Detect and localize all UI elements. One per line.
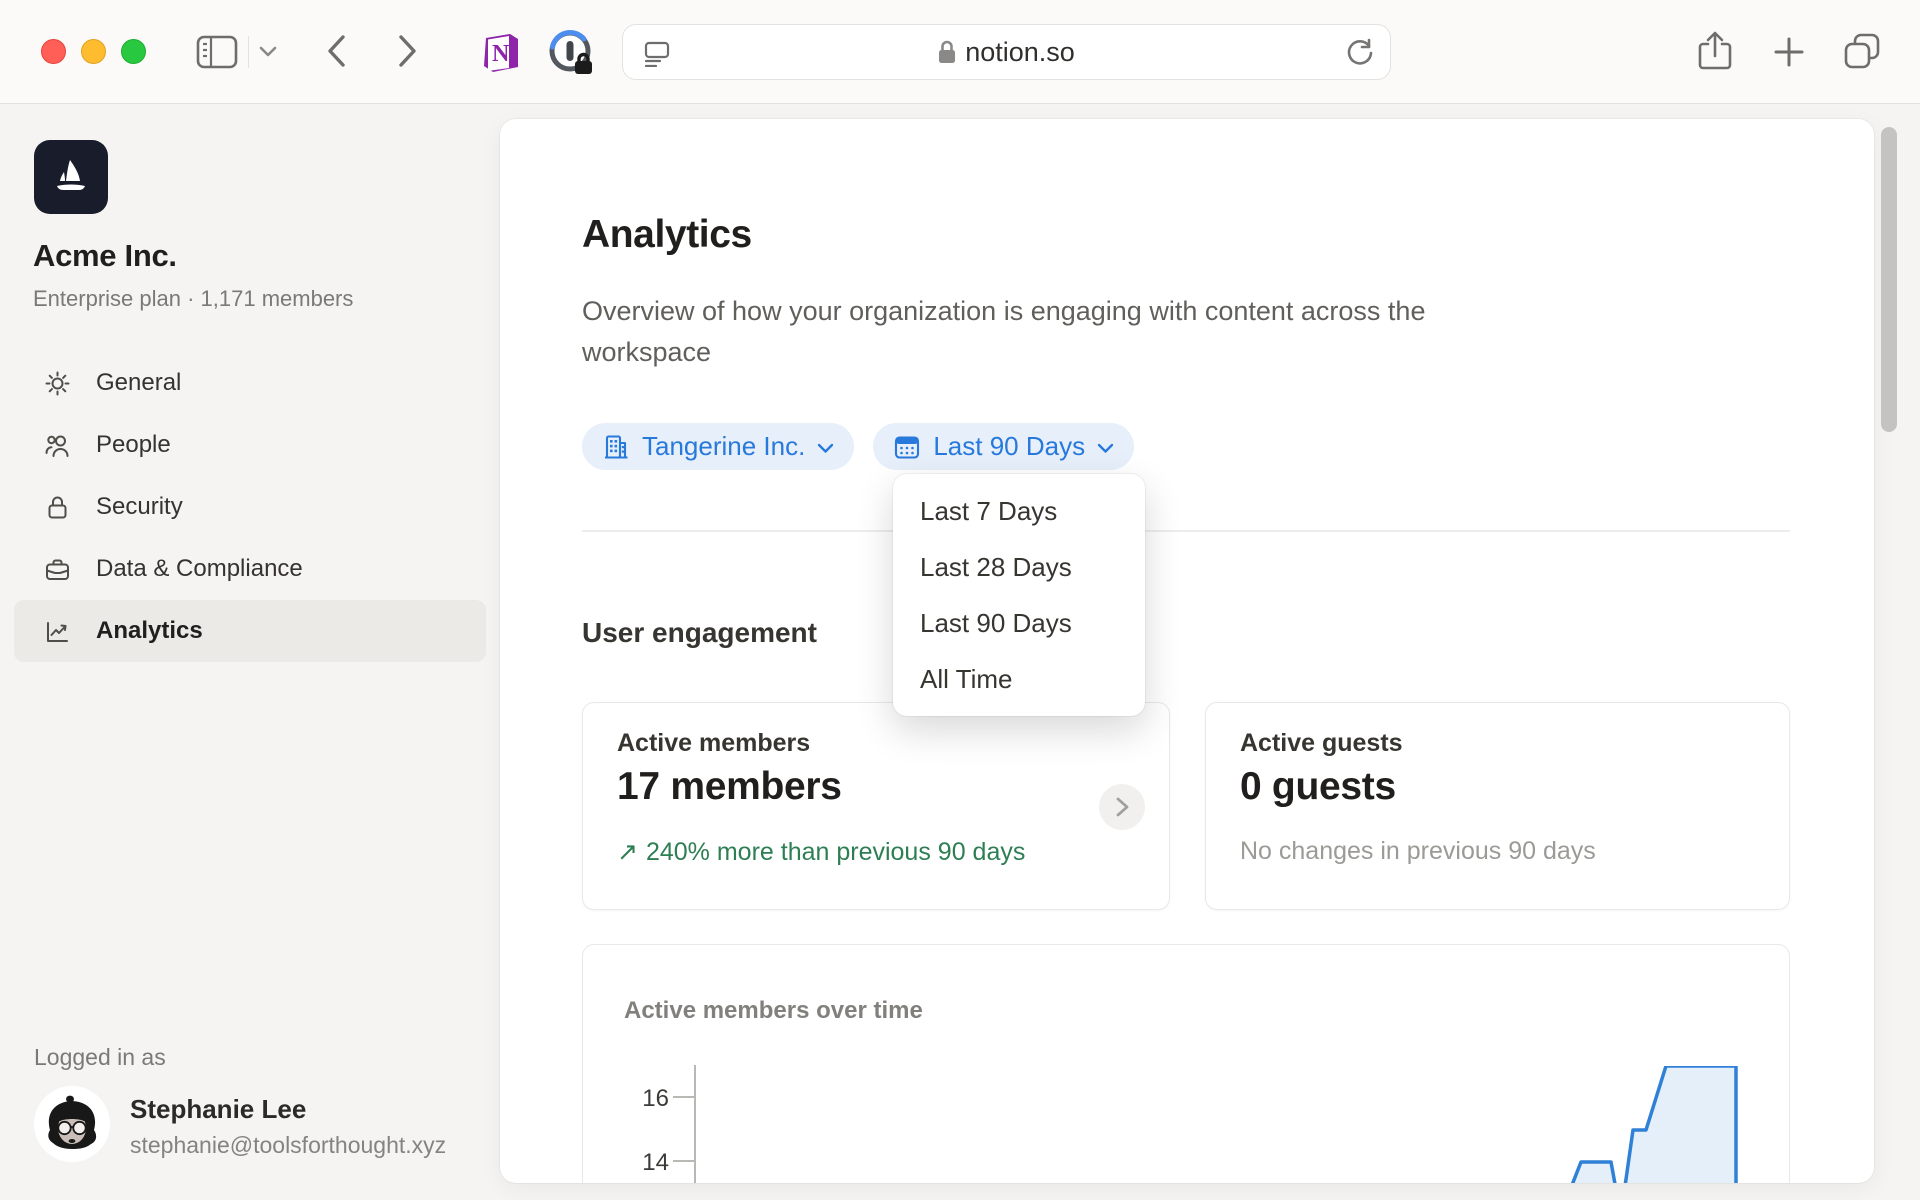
sidebar-item-label: Data & Compliance	[96, 555, 303, 582]
onepassword-extension-icon[interactable]	[548, 29, 596, 77]
teamspace-filter[interactable]: Tangerine Inc.	[582, 423, 855, 470]
calendar-icon	[895, 435, 920, 459]
sidebar-item-label: General	[96, 369, 182, 396]
toolbar-separator	[248, 36, 249, 68]
trend-chart-icon	[44, 618, 71, 645]
date-range-filter-label: Last 90 Days	[933, 431, 1086, 461]
dropdown-option-last-28-days[interactable]: Last 28 Days	[920, 551, 1072, 582]
workspace-logo	[34, 140, 108, 214]
date-range-dropdown: Last 7 Days Last 28 Days Last 90 Days Al…	[893, 474, 1145, 716]
building-icon	[605, 434, 628, 459]
section-divider	[582, 530, 1790, 532]
tab-overview-button[interactable]	[1843, 32, 1881, 70]
url-bar[interactable]: notion.so	[622, 24, 1391, 80]
sidebar-item-label: People	[96, 431, 171, 458]
teamspace-filter-label: Tangerine Inc.	[642, 431, 806, 461]
y-axis-tick-mark	[673, 1160, 694, 1162]
area-chart	[1570, 1066, 1738, 1183]
svg-text:N: N	[492, 41, 510, 67]
https-lock-icon	[939, 40, 956, 63]
chart-title: Active members over time	[624, 997, 923, 1024]
arrow-up-right-icon: ↗	[617, 838, 638, 866]
sidebar-item-general[interactable]: General	[14, 352, 486, 414]
dropdown-option-last-7-days[interactable]: Last 7 Days	[920, 495, 1058, 526]
avatar-illustration	[34, 1086, 110, 1162]
browser-toolbar: N notion.so	[0, 0, 1920, 104]
sidebar-item-people[interactable]: People	[14, 414, 486, 476]
y-axis-tick-label: 14	[642, 1149, 669, 1176]
settings-nav: General People Security Data & Complianc…	[14, 352, 486, 662]
people-icon	[44, 432, 71, 459]
gear-icon	[44, 370, 71, 397]
sidebar-item-label: Security	[96, 493, 183, 520]
page-title: Analytics	[582, 213, 752, 256]
y-axis-line	[694, 1065, 696, 1183]
card-delta: No changes in previous 90 days	[1240, 837, 1596, 865]
card-label: Active members	[617, 729, 811, 757]
chevron-down-icon	[817, 443, 834, 454]
avatar[interactable]	[34, 1086, 110, 1162]
card-detail-button[interactable]	[1099, 784, 1145, 830]
notion-extension-icon[interactable]: N	[480, 30, 522, 74]
filter-bar: Tangerine Inc. Last 90 Days	[582, 423, 1135, 470]
y-axis-tick-label: 16	[642, 1085, 669, 1112]
sidebar-item-security[interactable]: Security	[14, 476, 486, 538]
card-value: 0 guests	[1240, 765, 1396, 808]
active-members-chart-card: Active members over time 16 14	[582, 944, 1790, 1183]
chevron-right-icon	[1116, 797, 1128, 817]
active-guests-card[interactable]: Active guests 0 guests No changes in pre…	[1205, 702, 1790, 910]
lock-icon	[44, 494, 71, 521]
account-name: Stephanie Lee	[130, 1094, 307, 1124]
account-email: stephanie@toolsforthought.xyz	[130, 1132, 447, 1158]
dropdown-option-all-time[interactable]: All Time	[920, 663, 1013, 694]
sailboat-icon	[57, 160, 85, 190]
date-range-filter[interactable]: Last 90 Days	[873, 423, 1135, 470]
page-format-icon[interactable]	[643, 39, 671, 67]
sidebar-toggle-icon[interactable]	[196, 35, 238, 69]
sidebar-item-data-compliance[interactable]: Data & Compliance	[14, 538, 486, 600]
reload-button[interactable]	[1344, 37, 1376, 69]
url-text[interactable]: notion.so	[965, 36, 1075, 67]
active-members-card[interactable]: Active members 17 members ↗ 240% more tha…	[582, 702, 1170, 910]
chevron-down-icon	[1097, 443, 1114, 454]
sidebar-menu-chevron-icon[interactable]	[258, 44, 278, 58]
close-window-button[interactable]	[41, 39, 66, 64]
minimize-window-button[interactable]	[81, 39, 106, 64]
sidebar-item-analytics[interactable]: Analytics	[14, 600, 486, 662]
new-tab-button[interactable]	[1772, 35, 1806, 69]
workspace-plan: Enterprise plan · 1,171 members	[33, 286, 354, 311]
page-description: Overview of how your organization is eng…	[582, 296, 1426, 367]
briefcase-icon	[44, 556, 71, 583]
card-delta: ↗ 240% more than previous 90 days	[617, 838, 1026, 866]
user-engagement-heading: User engagement	[582, 617, 817, 648]
y-axis-tick-mark	[673, 1096, 694, 1098]
sidebar-item-label: Analytics	[96, 617, 203, 644]
logged-in-as-label: Logged in as	[34, 1044, 166, 1070]
forward-button[interactable]	[396, 33, 420, 69]
share-button[interactable]	[1697, 30, 1733, 72]
card-value: 17 members	[617, 765, 842, 808]
settings-content-panel: Analytics Overview of how your organizat…	[500, 119, 1874, 1183]
workspace-name: Acme Inc.	[33, 238, 177, 273]
zoom-window-button[interactable]	[121, 39, 146, 64]
back-button[interactable]	[324, 33, 348, 69]
dropdown-option-last-90-days[interactable]: Last 90 Days	[920, 607, 1072, 638]
card-label: Active guests	[1240, 729, 1403, 757]
scrollbar-thumb[interactable]	[1881, 127, 1897, 432]
